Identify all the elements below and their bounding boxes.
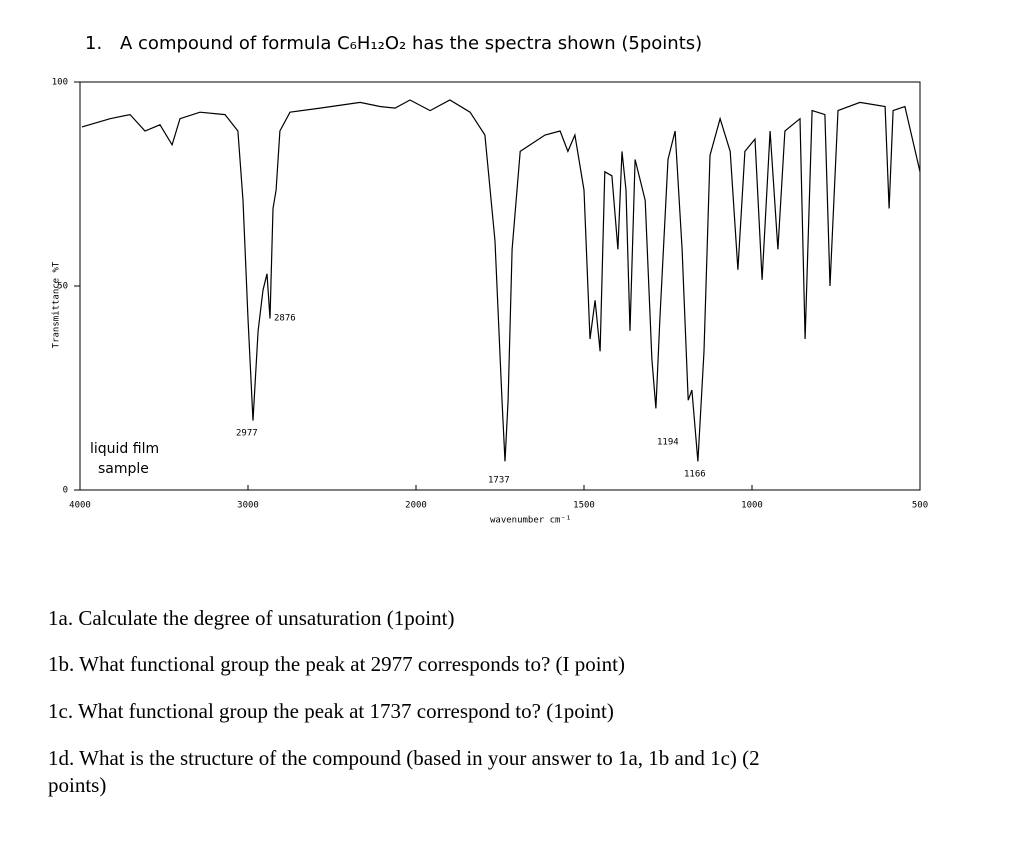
question: 1d. What is the structure of the compoun… xyxy=(48,746,760,770)
x-tick-label: 1000 xyxy=(741,501,763,511)
x-axis-label: wavenumber cm⁻¹ xyxy=(490,516,571,526)
y-axis-label: Transmittance %T xyxy=(52,261,62,348)
annotation: 1166 xyxy=(684,470,706,480)
annotation: 1194 xyxy=(657,438,679,448)
question-title: A compound of formula C₆H₁₂O₂ has the sp… xyxy=(120,33,702,54)
x-tick-label: 500 xyxy=(912,501,928,511)
question-number: 1. xyxy=(85,33,102,54)
question: 1c. What functional group the peak at 17… xyxy=(48,699,614,723)
annotation: liquid film xyxy=(90,441,159,457)
x-tick-label: 4000 xyxy=(69,501,91,511)
question: points) xyxy=(48,773,106,797)
x-tick-label: 3000 xyxy=(237,501,259,511)
annotation: 2876 xyxy=(274,314,296,324)
question: 1a. Calculate the degree of unsaturation… xyxy=(48,606,454,630)
y-tick-label: 0 xyxy=(63,486,68,496)
y-tick-label: 100 xyxy=(52,78,68,88)
annotation: 1737 xyxy=(488,476,510,486)
annotation: 2977 xyxy=(236,429,258,439)
y-tick-label: 50 xyxy=(57,282,68,292)
x-tick-label: 2000 xyxy=(405,501,427,511)
question: 1b. What functional group the peak at 29… xyxy=(48,652,625,676)
plot-frame xyxy=(79,81,921,491)
spectrum-line xyxy=(81,99,921,462)
annotation: sample xyxy=(98,461,149,477)
x-tick-label: 1500 xyxy=(573,501,595,511)
